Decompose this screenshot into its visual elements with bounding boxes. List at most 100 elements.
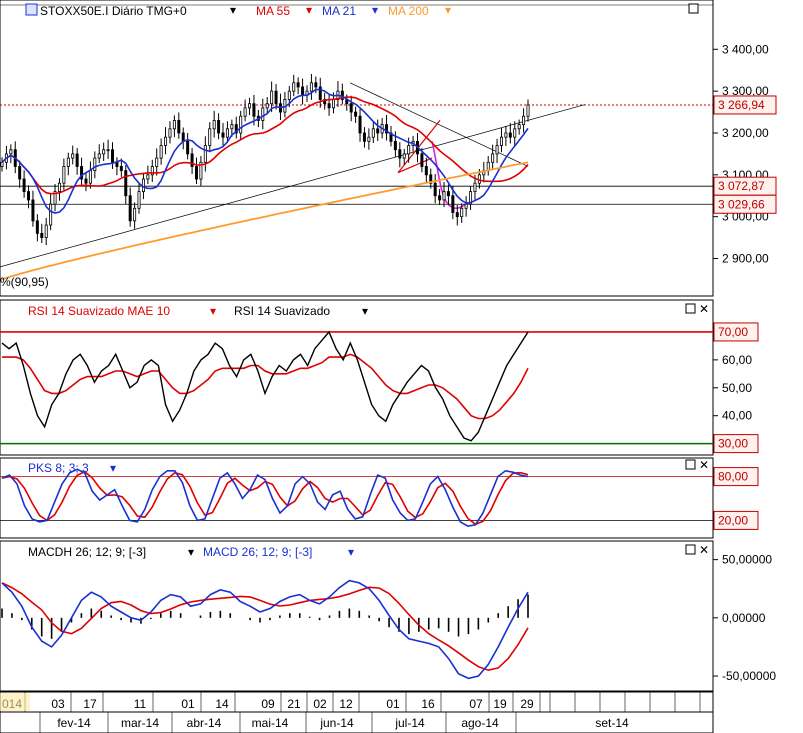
candle-body xyxy=(402,153,406,159)
x-month-label: jun-14 xyxy=(319,716,354,730)
maximize-icon[interactable] xyxy=(688,3,699,14)
maximize-icon[interactable] xyxy=(685,459,696,470)
candle-body xyxy=(517,124,521,130)
macd-label[interactable]: MACD 26; 12; 9; [-3] xyxy=(203,545,312,559)
macdh-label[interactable]: MACDH 26; 12; 9; [-3] xyxy=(28,545,146,559)
maximize-icon[interactable] xyxy=(685,544,696,555)
ma55-line xyxy=(1,96,529,195)
candle-body xyxy=(146,174,150,180)
candle-body xyxy=(150,166,154,176)
candle-body xyxy=(407,145,411,155)
candle-body xyxy=(504,132,508,138)
pks-plot xyxy=(0,468,713,528)
ma21-label[interactable]: MA 21 xyxy=(322,4,356,18)
candle-body xyxy=(18,166,22,180)
macd-signal-line xyxy=(1,582,529,672)
x-day-label: 21 xyxy=(287,697,301,711)
candle-body xyxy=(349,103,353,113)
maximize-icon[interactable] xyxy=(685,303,696,314)
value-tag-box xyxy=(713,95,777,115)
macd-plot xyxy=(1,579,529,680)
x-axis-highlight xyxy=(0,693,30,711)
candle-body xyxy=(252,103,256,117)
candle-body xyxy=(234,124,238,134)
x-month-label: mar-14 xyxy=(121,716,159,730)
close-icon[interactable]: ✕ xyxy=(699,458,709,472)
candle-body xyxy=(159,145,163,159)
dropdown-arrow-icon[interactable]: ▾ xyxy=(306,3,312,17)
candle-body xyxy=(22,178,26,192)
candle-body xyxy=(420,153,424,167)
uptrend-line xyxy=(0,104,586,268)
x-month-label: fev-14 xyxy=(57,716,91,730)
y-axis-group: 2 900,003 000,003 100,003 200,003 300,00… xyxy=(713,42,777,683)
candle-body xyxy=(49,203,53,226)
candle-body xyxy=(239,115,243,134)
macd-line xyxy=(1,579,529,680)
candle-body xyxy=(455,212,459,218)
ma55-label[interactable]: MA 55 xyxy=(256,4,290,18)
dropdown-arrow-icon[interactable]: ▾ xyxy=(372,3,378,17)
candle-body xyxy=(0,161,4,167)
candle-body xyxy=(106,149,110,152)
candle-body xyxy=(354,111,358,117)
candle-body xyxy=(358,115,362,134)
rsi-mae-label[interactable]: RSI 14 Suavizado MAE 10 xyxy=(28,304,170,318)
value-tag-text: 30,00 xyxy=(718,437,748,451)
rsi-panel[interactable] xyxy=(0,299,714,456)
candle-body xyxy=(230,124,234,130)
candle-body xyxy=(526,104,530,117)
candle-body xyxy=(225,128,229,138)
candle-body xyxy=(332,99,336,109)
candle-body xyxy=(190,153,194,167)
y-tick-label: 3 400,00 xyxy=(722,42,769,56)
candle-body xyxy=(27,191,31,201)
candle-body xyxy=(309,82,313,92)
candle-body xyxy=(80,166,84,180)
candle-body xyxy=(446,191,450,197)
rsi-label[interactable]: RSI 14 Suavizado xyxy=(234,304,330,318)
candle-body xyxy=(44,224,48,239)
candle-body xyxy=(469,191,473,205)
candle-body xyxy=(119,166,123,172)
candle-body xyxy=(66,157,70,167)
dropdown-arrow-icon[interactable]: ▾ xyxy=(348,545,354,559)
x-day-label: 14 xyxy=(215,697,229,711)
dropdown-arrow-icon[interactable]: ▾ xyxy=(210,304,216,318)
candle-body xyxy=(424,166,428,176)
candle-body xyxy=(40,233,44,239)
y-tick-label: 3 300,00 xyxy=(722,84,769,98)
rsi-mae-line xyxy=(2,353,529,420)
dropdown-arrow-icon[interactable]: ▾ xyxy=(362,304,368,318)
y-tick-label: -50,00000 xyxy=(722,669,776,683)
x-month-label: abr-14 xyxy=(187,716,222,730)
candle-body xyxy=(186,140,190,155)
close-icon[interactable]: ✕ xyxy=(699,543,709,557)
candle-body xyxy=(62,166,66,184)
value-tag: 3 072,87 xyxy=(713,176,777,196)
price-panel[interactable] xyxy=(0,0,714,297)
dropdown-arrow-icon[interactable]: ▾ xyxy=(445,3,451,17)
dropdown-arrow-icon[interactable]: ▾ xyxy=(230,3,236,17)
x-day-label: 02 xyxy=(313,697,327,711)
candle-body xyxy=(495,145,499,155)
candle-body xyxy=(111,149,115,163)
dropdown-arrow-icon[interactable]: ▾ xyxy=(188,545,194,559)
dropdown-arrow-icon[interactable]: ▾ xyxy=(110,461,116,475)
candle-body xyxy=(199,161,203,180)
pks-label[interactable]: PKS 8; 3; 3 xyxy=(28,461,89,475)
candle-body xyxy=(265,103,269,109)
candle-body xyxy=(164,136,168,146)
candle-body xyxy=(208,128,212,146)
macd-panel[interactable] xyxy=(0,540,714,692)
candle-body xyxy=(429,174,433,184)
pks-panel[interactable] xyxy=(0,457,714,539)
value-tag: 3 029,66 xyxy=(713,194,777,214)
ma200-label[interactable]: MA 200 xyxy=(388,4,429,18)
y-tick-label: 3 200,00 xyxy=(722,126,769,140)
close-icon[interactable]: ✕ xyxy=(699,302,709,316)
candle-body xyxy=(155,157,159,167)
candle-body xyxy=(133,207,137,222)
value-tag-text: 20,00 xyxy=(718,513,748,527)
x-month-label: set-14 xyxy=(595,716,629,730)
